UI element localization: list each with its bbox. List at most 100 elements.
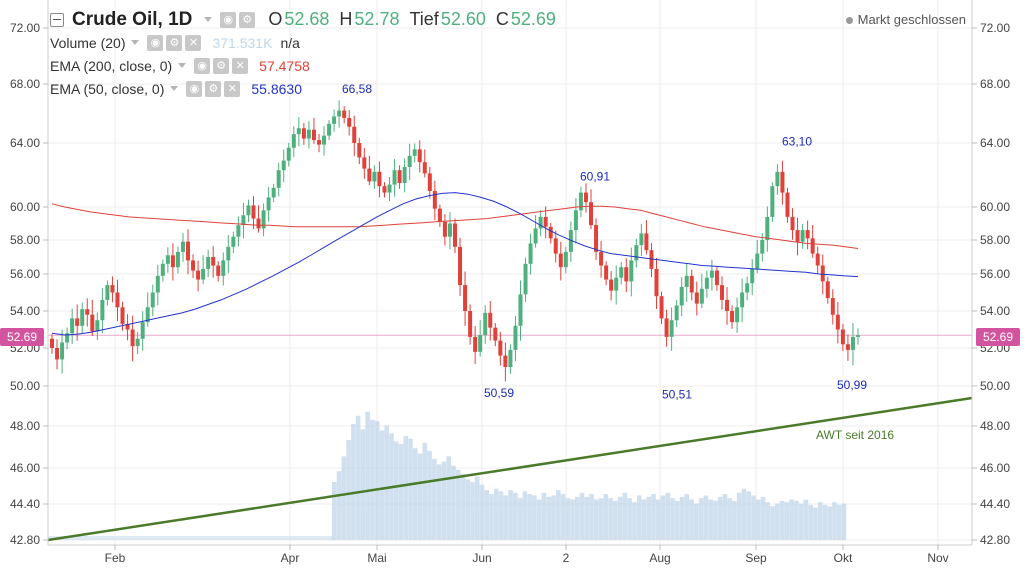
candle-body bbox=[725, 299, 730, 311]
candle-body bbox=[120, 307, 125, 324]
candle-body bbox=[719, 285, 724, 300]
indicator-ema200-value: 57.4758 bbox=[259, 57, 310, 74]
candle-body bbox=[432, 191, 437, 209]
volume-bar bbox=[798, 503, 804, 540]
close-icon[interactable]: ✕ bbox=[224, 80, 241, 97]
candle-body bbox=[150, 292, 155, 308]
candle-body bbox=[785, 192, 790, 217]
candle-body bbox=[427, 173, 432, 191]
low-value: 52.60 bbox=[440, 9, 486, 29]
volume-bar bbox=[432, 459, 437, 540]
indicator-ema50-name[interactable]: EMA (50, close, 0) bbox=[50, 80, 165, 97]
candle-body bbox=[281, 160, 286, 171]
candle-body bbox=[568, 230, 573, 252]
last-price-badge-right: 52.69 bbox=[976, 328, 1020, 346]
candle-body bbox=[669, 320, 674, 337]
candle-body bbox=[241, 215, 246, 226]
x-axis[interactable]: Feb Apr Mai Jun 2 Aug Sep Okt Nov bbox=[105, 545, 949, 565]
candle-body bbox=[226, 246, 231, 261]
candle-body bbox=[775, 171, 780, 187]
indicator-volume-name[interactable]: Volume (20) bbox=[50, 34, 126, 51]
y-tick-label: 58.00 bbox=[10, 233, 40, 247]
price-annotation: 66,58 bbox=[342, 82, 372, 96]
volume-bar bbox=[665, 492, 671, 540]
open-value: 52.68 bbox=[284, 9, 330, 29]
candle-body bbox=[790, 216, 795, 231]
x-tick-label: Apr bbox=[281, 551, 300, 565]
candle-body bbox=[483, 312, 488, 336]
eye-icon[interactable]: ◉ bbox=[147, 34, 164, 51]
candle-body bbox=[694, 292, 699, 304]
candle-body bbox=[266, 197, 271, 211]
indicator-ema50[interactable]: EMA (50, close, 0) ◉ ⚙ ✕ 55.8630 bbox=[50, 77, 556, 100]
y-tick-label: 60.00 bbox=[980, 200, 1010, 214]
price-annotation: 60,91 bbox=[580, 169, 610, 183]
gear-icon[interactable]: ⚙ bbox=[166, 34, 183, 51]
y-tick-label: 46.00 bbox=[980, 461, 1010, 475]
eye-icon[interactable]: ◉ bbox=[186, 80, 203, 97]
candle-body bbox=[845, 344, 850, 350]
candle-body bbox=[246, 205, 251, 216]
gear-icon[interactable]: ⚙ bbox=[239, 11, 256, 28]
chevron-down-icon[interactable] bbox=[131, 40, 140, 45]
chevron-down-icon[interactable] bbox=[204, 17, 213, 22]
volume-bar bbox=[813, 507, 818, 540]
candle-body bbox=[558, 253, 563, 268]
volume-bar bbox=[441, 461, 447, 540]
volume-bar bbox=[393, 441, 399, 540]
candle-body bbox=[256, 218, 261, 229]
gear-icon[interactable]: ⚙ bbox=[213, 57, 230, 74]
collapse-legend-icon[interactable] bbox=[50, 12, 64, 27]
symbol-title[interactable]: Crude Oil, 1D bbox=[72, 8, 193, 30]
volume-bar bbox=[522, 491, 528, 540]
gear-icon[interactable]: ⚙ bbox=[205, 80, 222, 97]
candle-body bbox=[704, 277, 709, 289]
volume-bar bbox=[746, 491, 752, 540]
candle-body bbox=[110, 285, 115, 293]
y-axis-left[interactable]: 72.0068.0064.0060.0058.0056.0054.0052.00… bbox=[10, 21, 48, 547]
candle-body bbox=[140, 322, 145, 339]
volume-bar bbox=[603, 494, 609, 540]
volume-bar bbox=[760, 496, 766, 540]
chevron-down-icon[interactable] bbox=[178, 63, 187, 68]
candle-body bbox=[498, 340, 503, 356]
eye-icon[interactable]: ◉ bbox=[220, 11, 237, 28]
volume-bar bbox=[832, 502, 837, 540]
close-icon[interactable]: ✕ bbox=[185, 34, 202, 51]
volume-bar bbox=[474, 476, 480, 540]
candle-body bbox=[372, 171, 377, 182]
chevron-down-icon[interactable] bbox=[170, 86, 179, 91]
candle-body bbox=[216, 265, 221, 276]
candle-body bbox=[155, 275, 160, 293]
candle-body bbox=[357, 143, 362, 158]
indicator-volume[interactable]: Volume (20) ◉ ⚙ ✕ 371.531K n/a bbox=[50, 31, 556, 54]
trendline-label: AWT seit 2016 bbox=[816, 428, 894, 442]
indicator-ema200-name[interactable]: EMA (200, close, 0) bbox=[50, 57, 173, 74]
y-axis-right[interactable]: 72.0068.0064.0060.0058.0056.0054.0052.00… bbox=[972, 21, 1010, 547]
candle-body bbox=[583, 192, 588, 203]
symbol-row: Crude Oil, 1D ◉ ⚙ O 52.68 H 52.78 Tief 52.6… bbox=[50, 8, 556, 31]
trendline bbox=[47, 396, 973, 542]
x-tick-label: Mai bbox=[367, 551, 386, 565]
volume-bar bbox=[622, 492, 628, 540]
candle-body bbox=[60, 342, 65, 360]
high-key: H bbox=[339, 9, 353, 29]
candle-body bbox=[447, 223, 452, 237]
volume-bar bbox=[775, 503, 780, 540]
candle-body bbox=[206, 257, 211, 269]
candle-body bbox=[322, 135, 327, 145]
candle-body bbox=[699, 288, 704, 304]
candle-body bbox=[453, 223, 457, 247]
candle-body bbox=[180, 241, 185, 252]
eye-icon[interactable]: ◉ bbox=[194, 57, 211, 74]
candle-body bbox=[518, 294, 523, 326]
volume-bar bbox=[355, 415, 361, 540]
candle-body bbox=[332, 116, 337, 124]
volume-bar bbox=[498, 491, 504, 540]
candle-body bbox=[850, 336, 855, 350]
close-icon[interactable]: ✕ bbox=[232, 57, 249, 74]
volume-bar bbox=[427, 450, 432, 540]
candle-body bbox=[463, 285, 468, 311]
indicator-ema200[interactable]: EMA (200, close, 0) ◉ ⚙ ✕ 57.4758 bbox=[50, 54, 556, 77]
volume-bar bbox=[384, 425, 389, 540]
